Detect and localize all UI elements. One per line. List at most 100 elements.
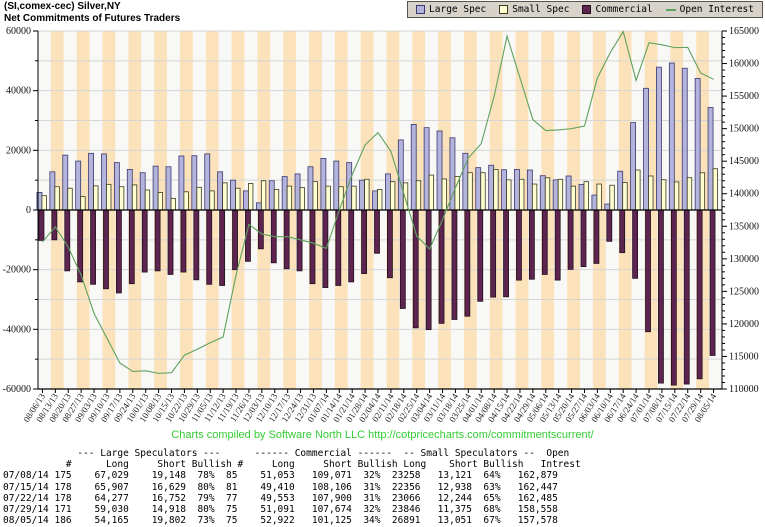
bar-small-spec bbox=[144, 189, 151, 211]
bar-commercial bbox=[90, 209, 96, 285]
bar-small-spec bbox=[273, 189, 280, 211]
cot-data-table: --- Large Speculators --- ------ Commerc… bbox=[3, 448, 581, 526]
table-column-header: # Long Short Bullish # Long Short Bullis… bbox=[3, 459, 581, 471]
bar-commercial bbox=[645, 209, 651, 333]
bar-commercial bbox=[361, 209, 367, 274]
bar-large-spec bbox=[565, 175, 572, 211]
table-group-header: --- Large Speculators --- ------ Commerc… bbox=[3, 448, 570, 459]
bar-large-spec bbox=[552, 179, 559, 211]
bar-large-spec bbox=[410, 123, 417, 211]
bar-large-spec bbox=[359, 179, 365, 211]
bar-small-spec bbox=[54, 186, 60, 211]
bar-small-spec bbox=[635, 169, 641, 211]
bar-commercial bbox=[374, 209, 380, 254]
bar-commercial bbox=[606, 209, 613, 242]
bar-small-spec bbox=[648, 175, 654, 211]
bar-small-spec bbox=[260, 180, 267, 211]
bar-commercial bbox=[322, 209, 329, 288]
bar-commercial bbox=[219, 209, 226, 286]
bar-small-spec bbox=[428, 174, 435, 211]
bar-commercial bbox=[516, 209, 522, 281]
bar-large-spec bbox=[333, 160, 340, 211]
bar-large-spec bbox=[707, 107, 714, 211]
left-axis-label: -20000 bbox=[3, 265, 31, 276]
bar-large-spec bbox=[578, 183, 585, 211]
right-axis-label: 115000 bbox=[729, 351, 759, 362]
bar-large-spec bbox=[230, 179, 236, 211]
bar-commercial bbox=[593, 209, 600, 264]
bar-commercial bbox=[683, 209, 690, 385]
bar-small-spec bbox=[609, 184, 615, 211]
left-axis-label: -60000 bbox=[3, 384, 31, 395]
bar-commercial bbox=[554, 209, 561, 281]
bar-small-spec bbox=[506, 179, 512, 211]
bar-commercial bbox=[477, 209, 484, 302]
bar-small-spec bbox=[454, 176, 460, 211]
bar-commercial bbox=[425, 209, 432, 331]
right-axis-label: 120000 bbox=[729, 319, 759, 330]
right-axis-label: 135000 bbox=[729, 221, 759, 232]
bar-small-spec bbox=[80, 196, 86, 211]
bar-large-spec bbox=[526, 169, 533, 211]
bar-small-spec bbox=[480, 172, 486, 211]
bar-commercial bbox=[77, 209, 84, 283]
left-axis-label: -40000 bbox=[3, 324, 31, 335]
legend-item-open-interest: Open Interest bbox=[665, 4, 754, 15]
bar-large-spec bbox=[113, 162, 120, 211]
bar-commercial bbox=[180, 209, 187, 273]
bar-large-spec bbox=[139, 172, 146, 211]
left-axis-label: 20000 bbox=[6, 145, 31, 156]
bar-small-spec bbox=[118, 186, 125, 211]
bar-commercial bbox=[206, 209, 213, 285]
bar-large-spec bbox=[243, 190, 249, 211]
title-symbol: (SI,comex-cec) Silver,NY bbox=[4, 1, 121, 12]
bar-large-spec bbox=[604, 203, 611, 211]
bar-large-spec bbox=[255, 202, 262, 211]
bar-small-spec bbox=[699, 172, 706, 211]
bar-small-spec bbox=[106, 183, 112, 211]
bar-small-spec bbox=[183, 191, 189, 211]
bar-large-spec bbox=[101, 153, 107, 211]
attribution-note: Charts compiled by Software North LLC ht… bbox=[171, 429, 594, 441]
bar-large-spec bbox=[656, 66, 662, 211]
bar-commercial bbox=[64, 209, 71, 272]
table-row: 07/29/14 171 59,030 14,918 80% 75 51,091… bbox=[3, 504, 558, 516]
bar-commercial bbox=[619, 209, 626, 254]
bar-small-spec bbox=[467, 172, 473, 211]
bar-commercial bbox=[632, 209, 639, 279]
bar-commercial bbox=[541, 209, 548, 275]
bar-small-spec bbox=[248, 183, 254, 211]
bar-large-spec bbox=[501, 169, 507, 211]
bar-commercial bbox=[154, 209, 161, 272]
bar-small-spec bbox=[312, 181, 318, 211]
bar-small-spec bbox=[531, 183, 538, 211]
bar-small-spec bbox=[712, 168, 718, 211]
bar-large-spec bbox=[165, 166, 172, 211]
bar-large-spec bbox=[268, 180, 275, 211]
bar-large-spec bbox=[75, 160, 82, 211]
bar-large-spec bbox=[49, 171, 56, 211]
table-row: 07/15/14 178 65,907 16,629 80% 81 49,410… bbox=[3, 481, 558, 493]
bar-small-spec bbox=[131, 184, 138, 211]
legend-label: Large Spec bbox=[429, 4, 487, 15]
bar-small-spec bbox=[325, 185, 331, 211]
bar-commercial bbox=[528, 209, 535, 280]
bar-large-spec bbox=[668, 62, 675, 211]
bar-commercial bbox=[464, 209, 471, 317]
legend-label: Commercial bbox=[595, 4, 653, 15]
bar-commercial bbox=[490, 209, 497, 298]
bar-small-spec bbox=[364, 178, 370, 211]
bar-small-spec bbox=[351, 185, 357, 211]
bar-small-spec bbox=[390, 181, 396, 211]
bar-small-spec bbox=[661, 179, 667, 211]
futures-net-commitments-chart: -60000 -40000 -20000 0 20000 40000 60000 110000… bbox=[3, 26, 759, 424]
left-axis-label: 60000 bbox=[6, 26, 31, 37]
bar-commercial bbox=[103, 209, 109, 290]
bar-commercial bbox=[658, 209, 664, 384]
bar-commercial bbox=[115, 209, 122, 294]
legend-item-small-spec: Small Spec bbox=[499, 4, 569, 15]
bar-large-spec bbox=[488, 164, 495, 211]
bar-commercial bbox=[309, 209, 316, 285]
bar-large-spec bbox=[643, 87, 649, 211]
bar-large-spec bbox=[178, 155, 185, 211]
